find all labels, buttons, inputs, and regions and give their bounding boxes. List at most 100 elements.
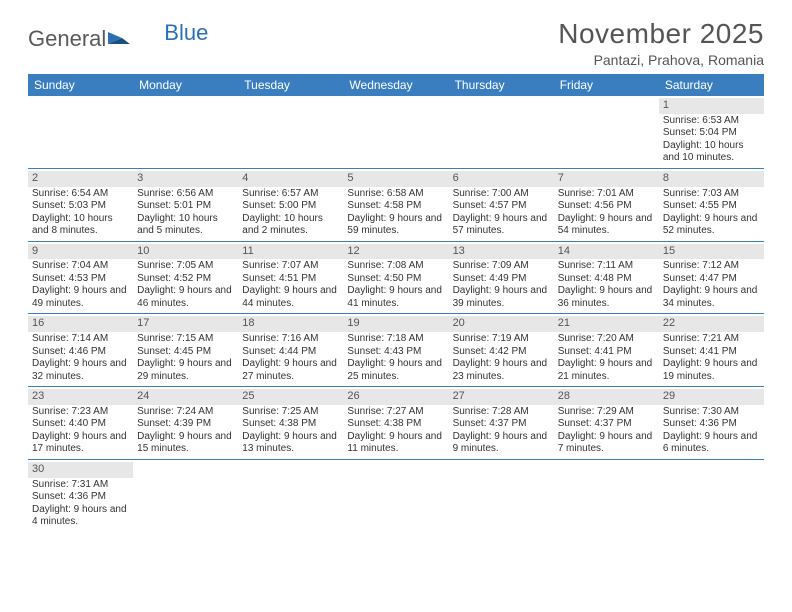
sunset-line: Sunset: 4:38 PM [347,418,444,431]
logo-text-1: General [28,26,106,52]
daylight-line: Daylight: 9 hours and 19 minutes. [663,358,760,383]
calendar-empty-cell [28,96,133,168]
calendar-day-cell: 5Sunrise: 6:58 AMSunset: 4:58 PMDaylight… [343,168,448,241]
calendar-day-cell: 3Sunrise: 6:56 AMSunset: 5:01 PMDaylight… [133,168,238,241]
sunrise-line: Sunrise: 7:29 AM [558,406,655,419]
sunset-line: Sunset: 4:45 PM [137,346,234,359]
calendar-empty-cell [238,96,343,168]
sunrise-line: Sunrise: 7:23 AM [32,406,129,419]
day-number: 16 [28,316,133,332]
sunrise-line: Sunrise: 7:30 AM [663,406,760,419]
daylight-line: Daylight: 9 hours and 57 minutes. [453,213,550,238]
calendar-day-cell: 12Sunrise: 7:08 AMSunset: 4:50 PMDayligh… [343,241,448,314]
weekday-header: Wednesday [343,74,448,96]
day-number: 11 [238,244,343,260]
sunset-line: Sunset: 4:36 PM [663,418,760,431]
daylight-line: Daylight: 9 hours and 27 minutes. [242,358,339,383]
calendar-day-cell: 10Sunrise: 7:05 AMSunset: 4:52 PMDayligh… [133,241,238,314]
sunset-line: Sunset: 4:36 PM [32,491,129,504]
calendar-day-cell: 19Sunrise: 7:18 AMSunset: 4:43 PMDayligh… [343,314,448,387]
calendar-day-cell: 20Sunrise: 7:19 AMSunset: 4:42 PMDayligh… [449,314,554,387]
sunset-line: Sunset: 5:01 PM [137,200,234,213]
day-number: 14 [554,244,659,260]
daylight-line: Daylight: 10 hours and 5 minutes. [137,213,234,238]
sunrise-line: Sunrise: 7:11 AM [558,260,655,273]
calendar-day-cell: 26Sunrise: 7:27 AMSunset: 4:38 PMDayligh… [343,387,448,460]
daylight-line: Daylight: 9 hours and 25 minutes. [347,358,444,383]
calendar-week-row: 2Sunrise: 6:54 AMSunset: 5:03 PMDaylight… [28,168,764,241]
calendar-day-cell: 27Sunrise: 7:28 AMSunset: 4:37 PMDayligh… [449,387,554,460]
sunset-line: Sunset: 4:37 PM [453,418,550,431]
sunrise-line: Sunrise: 7:19 AM [453,333,550,346]
day-number: 19 [343,316,448,332]
sunset-line: Sunset: 5:03 PM [32,200,129,213]
sunrise-line: Sunrise: 7:20 AM [558,333,655,346]
daylight-line: Daylight: 9 hours and 29 minutes. [137,358,234,383]
calendar-day-cell: 23Sunrise: 7:23 AMSunset: 4:40 PMDayligh… [28,387,133,460]
weekday-header: Tuesday [238,74,343,96]
weekday-header: Sunday [28,74,133,96]
sunrise-line: Sunrise: 7:04 AM [32,260,129,273]
daylight-line: Daylight: 10 hours and 10 minutes. [663,140,760,165]
calendar-day-cell: 11Sunrise: 7:07 AMSunset: 4:51 PMDayligh… [238,241,343,314]
sunrise-line: Sunrise: 7:12 AM [663,260,760,273]
calendar-week-row: 23Sunrise: 7:23 AMSunset: 4:40 PMDayligh… [28,387,764,460]
location-label: Pantazi, Prahova, Romania [558,52,764,68]
sunset-line: Sunset: 4:41 PM [558,346,655,359]
daylight-line: Daylight: 9 hours and 13 minutes. [242,431,339,456]
logo-text-2: Blue [164,20,208,46]
calendar-day-cell: 29Sunrise: 7:30 AMSunset: 4:36 PMDayligh… [659,387,764,460]
calendar-day-cell: 1Sunrise: 6:53 AMSunset: 5:04 PMDaylight… [659,96,764,168]
calendar-day-cell: 15Sunrise: 7:12 AMSunset: 4:47 PMDayligh… [659,241,764,314]
calendar-empty-cell [659,459,764,531]
sunrise-line: Sunrise: 7:07 AM [242,260,339,273]
day-number: 23 [28,389,133,405]
daylight-line: Daylight: 10 hours and 2 minutes. [242,213,339,238]
weekday-header: Friday [554,74,659,96]
calendar-day-cell: 28Sunrise: 7:29 AMSunset: 4:37 PMDayligh… [554,387,659,460]
weekday-header: Thursday [449,74,554,96]
month-title: November 2025 [558,18,764,50]
day-number: 27 [449,389,554,405]
calendar-empty-cell [343,459,448,531]
sunset-line: Sunset: 4:41 PM [663,346,760,359]
day-number: 7 [554,171,659,187]
sunrise-line: Sunrise: 6:56 AM [137,188,234,201]
daylight-line: Daylight: 9 hours and 34 minutes. [663,285,760,310]
calendar-day-cell: 18Sunrise: 7:16 AMSunset: 4:44 PMDayligh… [238,314,343,387]
calendar-empty-cell [343,96,448,168]
sunset-line: Sunset: 4:44 PM [242,346,339,359]
day-number: 3 [133,171,238,187]
calendar-week-row: 30Sunrise: 7:31 AMSunset: 4:36 PMDayligh… [28,459,764,531]
sunrise-line: Sunrise: 7:08 AM [347,260,444,273]
page-header: General Blue November 2025 Pantazi, Prah… [28,18,764,68]
sunset-line: Sunset: 4:57 PM [453,200,550,213]
sunset-line: Sunset: 4:47 PM [663,273,760,286]
daylight-line: Daylight: 9 hours and 54 minutes. [558,213,655,238]
daylight-line: Daylight: 9 hours and 17 minutes. [32,431,129,456]
calendar-day-cell: 30Sunrise: 7:31 AMSunset: 4:36 PMDayligh… [28,459,133,531]
daylight-line: Daylight: 9 hours and 39 minutes. [453,285,550,310]
title-block: November 2025 Pantazi, Prahova, Romania [558,18,764,68]
calendar-day-cell: 17Sunrise: 7:15 AMSunset: 4:45 PMDayligh… [133,314,238,387]
sunset-line: Sunset: 4:58 PM [347,200,444,213]
day-number: 9 [28,244,133,260]
day-number: 4 [238,171,343,187]
day-number: 1 [659,98,764,114]
day-number: 6 [449,171,554,187]
day-number: 21 [554,316,659,332]
sunset-line: Sunset: 4:43 PM [347,346,444,359]
sunrise-line: Sunrise: 6:57 AM [242,188,339,201]
day-number: 2 [28,171,133,187]
sunrise-line: Sunrise: 7:25 AM [242,406,339,419]
sunset-line: Sunset: 4:49 PM [453,273,550,286]
sunrise-line: Sunrise: 7:24 AM [137,406,234,419]
sunset-line: Sunset: 4:52 PM [137,273,234,286]
sunrise-line: Sunrise: 7:28 AM [453,406,550,419]
sunrise-line: Sunrise: 7:09 AM [453,260,550,273]
calendar-day-cell: 4Sunrise: 6:57 AMSunset: 5:00 PMDaylight… [238,168,343,241]
sunset-line: Sunset: 4:50 PM [347,273,444,286]
calendar-day-cell: 7Sunrise: 7:01 AMSunset: 4:56 PMDaylight… [554,168,659,241]
calendar-week-row: 16Sunrise: 7:14 AMSunset: 4:46 PMDayligh… [28,314,764,387]
day-number: 13 [449,244,554,260]
